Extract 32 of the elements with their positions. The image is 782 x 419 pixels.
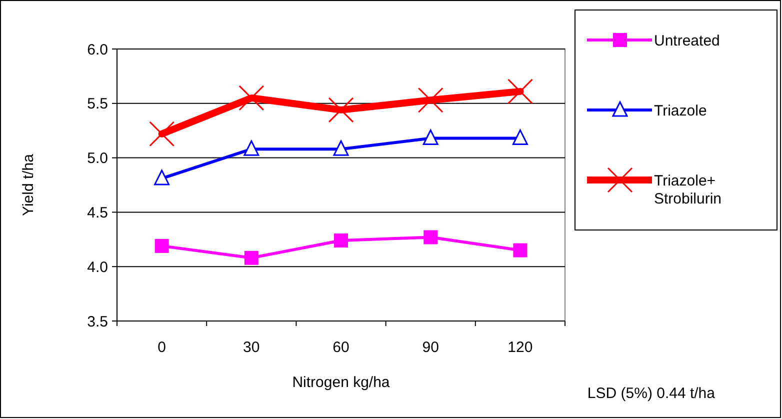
- legend-label: Triazole: [654, 102, 707, 120]
- x-tick-label: 90: [422, 339, 439, 356]
- text: LSD (5%) 0.44 t/ha: [587, 385, 716, 402]
- point: [513, 243, 528, 258]
- point: [238, 85, 264, 111]
- x-tick-label: 0: [158, 339, 166, 356]
- point: [507, 78, 533, 104]
- point: [154, 238, 169, 253]
- x-tick-label: 60: [332, 339, 350, 356]
- y-tick-label: 5.0: [87, 150, 108, 168]
- y-tick-label: 6.0: [87, 41, 108, 58]
- y-axis-title: Yield t/ha: [20, 153, 37, 216]
- point: [512, 129, 528, 145]
- point: [424, 230, 438, 244]
- y-tick-label: 5.5: [87, 96, 108, 113]
- point: [154, 170, 170, 186]
- point: [244, 140, 260, 156]
- y-tick-label: 3.5: [87, 313, 108, 330]
- point: [334, 233, 348, 248]
- point: [328, 97, 354, 123]
- legend-label: Triazole+ Strobilurin: [654, 172, 722, 208]
- x-tick-label: 30: [243, 339, 260, 356]
- x-tick-label: 120: [508, 339, 533, 356]
- point: [333, 140, 349, 156]
- point: [422, 129, 438, 145]
- y-tick-label: 4.0: [87, 258, 108, 276]
- point: [149, 121, 175, 147]
- point: [418, 87, 444, 113]
- legend-label: Untreated: [654, 32, 720, 50]
- x-axis-title: Nitrogen kg/ha: [292, 374, 390, 391]
- y-tick-label: 4.5: [87, 204, 108, 222]
- point: [244, 250, 258, 265]
